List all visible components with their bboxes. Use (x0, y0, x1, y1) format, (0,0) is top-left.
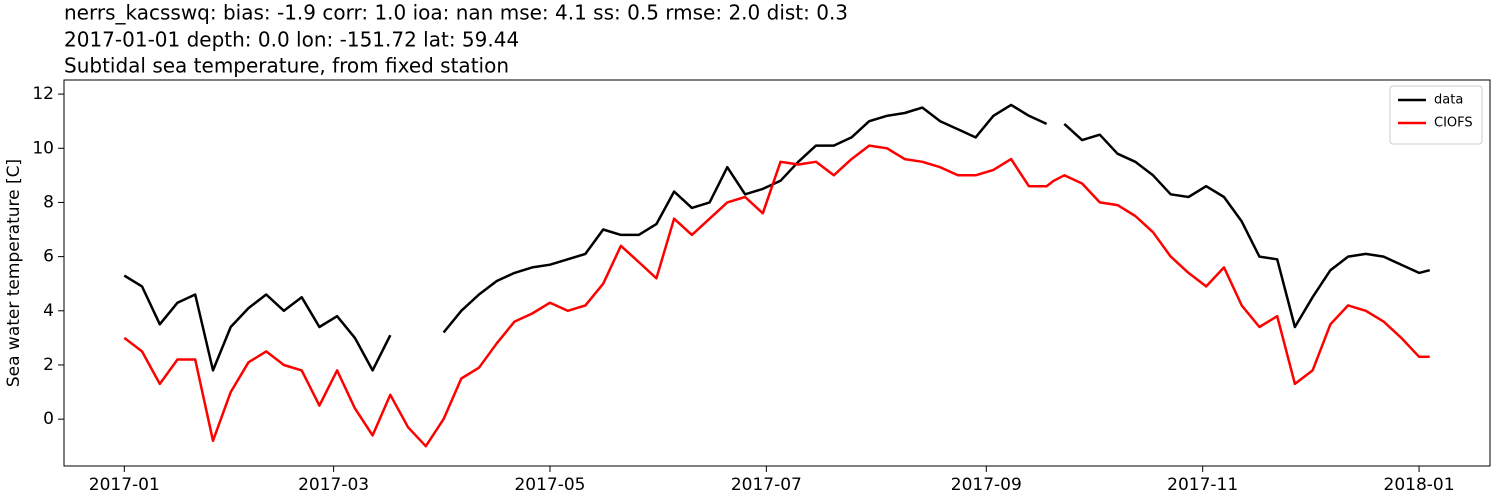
x-tick-label: 2017-01 (89, 475, 160, 495)
data-line (123, 144, 1430, 448)
axes-frame (63, 79, 1491, 467)
chart-title: nerrs_kacsswq: bias: -1.9 corr: 1.0 ioa:… (64, 1, 848, 25)
y-tick-label: 2 (43, 355, 54, 375)
y-tick-label: 6 (43, 247, 54, 267)
y-tick-label: 12 (32, 84, 54, 104)
x-tick-label: 2017-09 (951, 475, 1022, 495)
x-tick-label: 2018-01 (1384, 475, 1455, 495)
x-tick-label: 2017-05 (514, 475, 585, 495)
chart-title: 2017-01-01 depth: 0.0 lon: -151.72 lat: … (64, 28, 519, 52)
chart-title: Subtidal sea temperature, from fixed sta… (64, 54, 509, 78)
legend-label: data (1434, 93, 1463, 108)
y-axis-label: Sea water temperature [C] (4, 159, 24, 387)
y-tick-label: 4 (43, 301, 54, 321)
x-tick-label: 2017-11 (1167, 475, 1238, 495)
legend-label: CIOFS (1434, 116, 1473, 131)
x-tick-label: 2017-07 (731, 475, 802, 495)
x-tick-label: 2017-03 (298, 475, 369, 495)
y-tick-label: 10 (32, 138, 54, 158)
data-line (123, 103, 1431, 372)
y-tick-label: 8 (43, 192, 54, 212)
y-tick-label: 0 (43, 409, 54, 429)
